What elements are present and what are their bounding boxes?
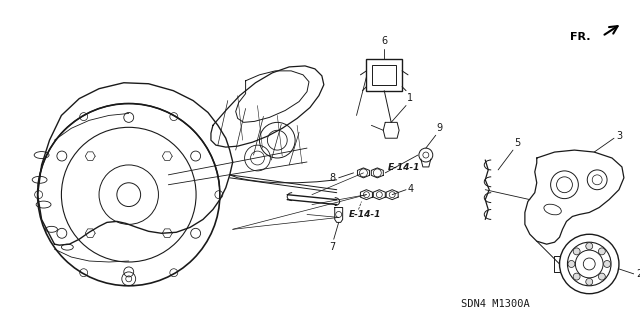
Text: E-14-1: E-14-1: [349, 210, 381, 219]
Text: E-14-1: E-14-1: [388, 163, 420, 172]
Text: 9: 9: [436, 123, 443, 133]
Text: FR.: FR.: [570, 32, 590, 42]
Circle shape: [568, 261, 575, 267]
Circle shape: [573, 273, 580, 280]
Text: 7: 7: [330, 242, 336, 252]
Circle shape: [604, 261, 611, 267]
Circle shape: [598, 273, 605, 280]
Bar: [367, 59, 402, 91]
Text: SDN4 M1300A: SDN4 M1300A: [461, 299, 529, 308]
Text: 5: 5: [514, 138, 520, 148]
Circle shape: [586, 243, 593, 250]
Circle shape: [573, 248, 580, 255]
Text: 6: 6: [381, 36, 387, 46]
Bar: [372, 65, 396, 85]
Circle shape: [598, 248, 605, 255]
Circle shape: [586, 278, 593, 285]
Text: 1: 1: [407, 93, 413, 102]
Text: 2: 2: [636, 269, 640, 279]
Text: 4: 4: [408, 184, 414, 194]
Text: 8: 8: [330, 173, 336, 183]
Text: 3: 3: [616, 131, 622, 141]
